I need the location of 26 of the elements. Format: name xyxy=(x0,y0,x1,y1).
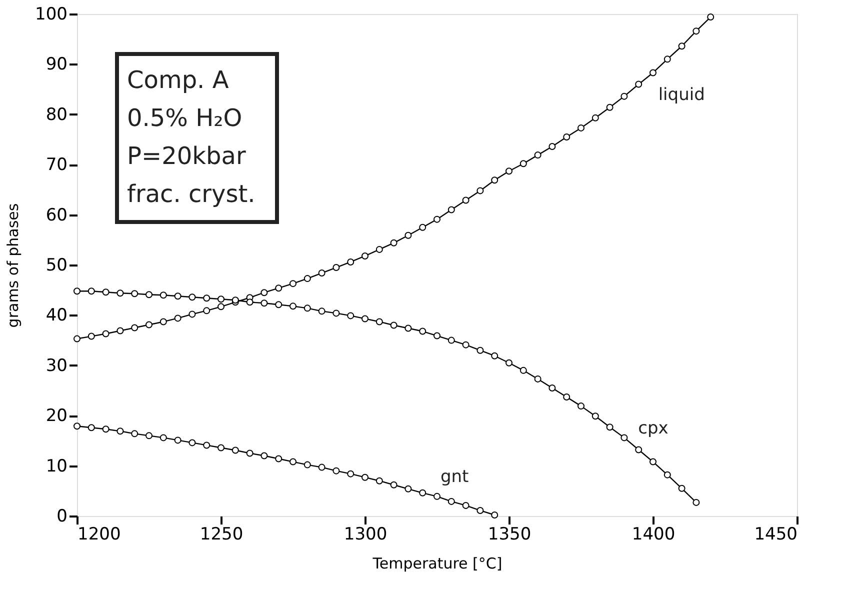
y-tick-label: 80 xyxy=(46,104,68,125)
x-tick-label: 1350 xyxy=(488,524,532,544)
y-tick-label: 70 xyxy=(46,155,68,176)
annotation: 0.5% H₂O xyxy=(127,104,242,132)
y-tick-label: 20 xyxy=(46,406,68,426)
y-tick-label: 100 xyxy=(35,4,68,24)
x-tick-label: 1250 xyxy=(200,524,244,544)
y-tick-label: 40 xyxy=(46,306,68,326)
y-tick-label: 50 xyxy=(46,256,68,276)
x-axis-title: Temperature [°C] xyxy=(372,554,502,572)
y-tick-label: 0 xyxy=(56,506,68,526)
x-tick-label: 1200 xyxy=(78,524,121,544)
annotation: Comp. A xyxy=(127,66,230,94)
x-tick-label: 1450 xyxy=(754,524,798,544)
y-tick-label: 30 xyxy=(46,356,68,376)
y-tick-label: 60 xyxy=(46,205,68,226)
series-label: gnt xyxy=(440,466,470,487)
x-tick-label: 1300 xyxy=(344,524,388,544)
x-tick-label: 1400 xyxy=(632,524,676,544)
y-tick-label: 10 xyxy=(46,456,68,476)
y-axis-title: grams of phases xyxy=(4,203,22,328)
y-tick-label: 90 xyxy=(46,54,68,75)
series-label: cpx xyxy=(638,418,668,438)
series-label: liquid xyxy=(658,85,705,106)
annotation: frac. cryst. xyxy=(127,180,256,208)
annotation: P=20kbar xyxy=(127,142,246,170)
